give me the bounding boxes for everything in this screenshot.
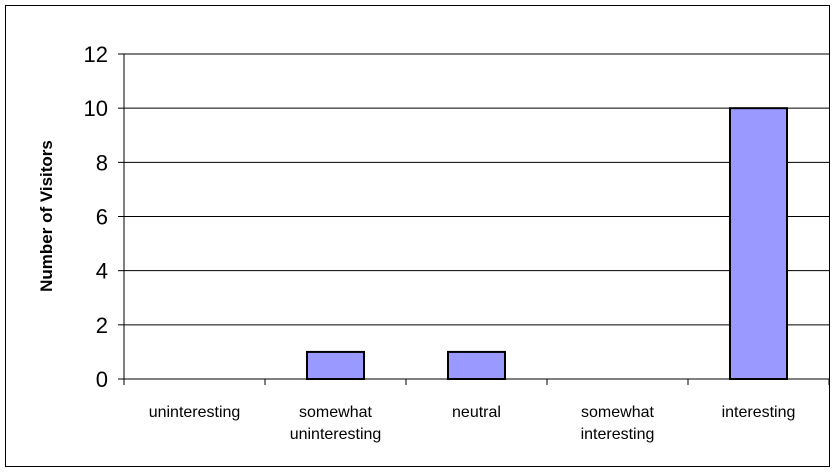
y-tick-label: 6 bbox=[96, 205, 108, 230]
gridlines bbox=[124, 53, 829, 326]
bar bbox=[729, 107, 788, 381]
x-category-labels: uninteresting somewhat uninteresting neutra… bbox=[149, 404, 796, 443]
bars bbox=[306, 107, 788, 381]
x-category-label: interesting bbox=[581, 426, 655, 443]
x-category-label: uninteresting bbox=[149, 404, 241, 421]
x-category-label: interesting bbox=[722, 404, 796, 421]
y-tick-label: 12 bbox=[84, 42, 108, 67]
axes bbox=[118, 53, 830, 385]
x-category-label: neutral bbox=[452, 404, 501, 421]
chart-frame bbox=[5, 5, 830, 467]
y-tick-label: 4 bbox=[96, 259, 108, 284]
x-category-label: somewhat bbox=[581, 404, 654, 421]
y-tick-label: 8 bbox=[96, 150, 108, 175]
y-tick-label: 2 bbox=[96, 313, 108, 338]
bar bbox=[447, 350, 506, 380]
y-tick-labels: 0 2 4 6 8 10 12 bbox=[84, 42, 108, 392]
bar bbox=[306, 350, 365, 380]
y-tick-label: 10 bbox=[84, 96, 108, 121]
x-category-label: somewhat bbox=[299, 404, 372, 421]
y-axis-label: Number of Visitors bbox=[37, 140, 56, 292]
x-category-label: uninteresting bbox=[290, 426, 382, 443]
y-tick-label: 0 bbox=[96, 367, 108, 392]
